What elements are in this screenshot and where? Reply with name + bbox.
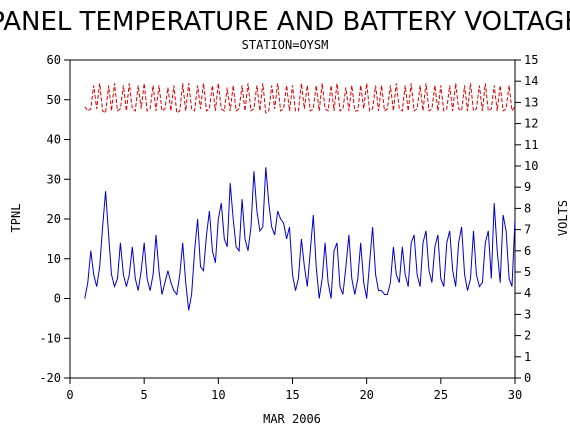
y-left-tick-label: 60	[47, 53, 61, 67]
y-right-tick-label: 4	[524, 286, 531, 300]
x-tick-label: 30	[508, 388, 522, 402]
y-right-tick-label: 0	[524, 371, 531, 385]
x-tick-label: 10	[211, 388, 225, 402]
y-left-tick-label: 20	[47, 212, 61, 226]
y-right-tick-label: 12	[524, 117, 538, 131]
y-left-tick-label: 50	[47, 93, 61, 107]
y-right-tick-label: 1	[524, 350, 531, 364]
y-left-tick-label: 40	[47, 133, 61, 147]
y-axis-right-label: VOLTS	[556, 200, 570, 236]
y-left-tick-label: 0	[54, 292, 61, 306]
panel-temperature-line	[84, 167, 516, 311]
y-right-tick-label: 15	[524, 53, 538, 67]
x-tick-label: 15	[285, 388, 299, 402]
series-layer	[84, 83, 516, 311]
y-left-tick-label: -10	[39, 331, 61, 345]
x-tick-label: 0	[66, 388, 73, 402]
x-axis: 0 5 10 15 20 25 30	[66, 378, 522, 402]
battery-voltage-line	[84, 83, 516, 114]
y-right-tick-label: 5	[524, 265, 531, 279]
y-axis-left-label: TPNL	[9, 204, 23, 233]
x-axis-label: MAR 2006	[263, 412, 321, 426]
y-right-tick-label: 3	[524, 307, 531, 321]
y-left-tick-label: 10	[47, 252, 61, 266]
y-right-tick-label: 6	[524, 244, 531, 258]
x-tick-label: 20	[359, 388, 373, 402]
y-right-tick-label: 13	[524, 95, 538, 109]
y-left-tick-label: 30	[47, 172, 61, 186]
chart-subtitle: STATION=OYSM	[242, 38, 329, 52]
y-left-tick-label: -20	[39, 371, 61, 385]
y-right-tick-label: 2	[524, 329, 531, 343]
x-tick-label: 5	[141, 388, 148, 402]
y-axis-left: -20 -10 0 10 20 30 40 50 60	[39, 53, 70, 385]
y-right-tick-label: 8	[524, 201, 531, 215]
y-right-tick-label: 7	[524, 223, 531, 237]
plot-frame	[69, 59, 516, 379]
chart-title: PANEL TEMPERATURE AND BATTERY VOLTAGE	[0, 7, 570, 37]
y-right-tick-label: 10	[524, 159, 538, 173]
x-tick-label: 25	[434, 388, 448, 402]
y-right-tick-label: 11	[524, 138, 538, 152]
y-right-tick-label: 9	[524, 180, 531, 194]
y-right-tick-label: 14	[524, 74, 538, 88]
